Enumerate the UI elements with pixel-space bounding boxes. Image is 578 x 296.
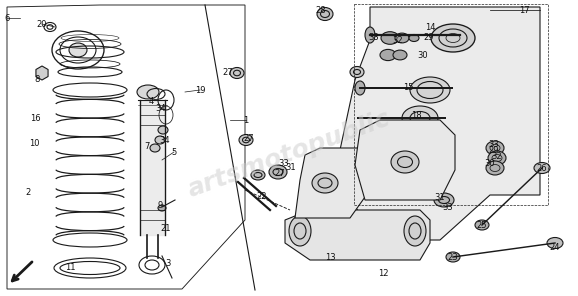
Text: 27: 27 xyxy=(223,67,234,76)
Ellipse shape xyxy=(137,85,159,99)
Text: 27: 27 xyxy=(244,133,254,142)
Ellipse shape xyxy=(395,33,409,43)
Ellipse shape xyxy=(158,126,168,134)
Text: 31: 31 xyxy=(435,192,445,202)
Text: 20: 20 xyxy=(37,20,47,28)
Ellipse shape xyxy=(402,106,438,130)
Polygon shape xyxy=(285,210,430,260)
Text: 25: 25 xyxy=(477,221,487,229)
Ellipse shape xyxy=(150,144,160,152)
Text: 22: 22 xyxy=(257,192,267,200)
Text: 33: 33 xyxy=(279,158,290,168)
Text: 7: 7 xyxy=(144,141,150,150)
Polygon shape xyxy=(340,7,540,240)
Text: 1: 1 xyxy=(243,115,249,125)
Text: 18: 18 xyxy=(411,110,421,120)
Text: 29: 29 xyxy=(489,146,499,155)
Text: 3: 3 xyxy=(165,258,171,268)
Text: 33: 33 xyxy=(443,202,453,212)
Ellipse shape xyxy=(488,151,506,165)
Text: 13: 13 xyxy=(325,253,335,263)
Text: 12: 12 xyxy=(378,268,388,278)
Text: 14: 14 xyxy=(425,22,435,31)
Text: 19: 19 xyxy=(195,86,205,94)
Text: 11: 11 xyxy=(65,263,75,271)
Ellipse shape xyxy=(350,67,364,78)
Text: 33: 33 xyxy=(488,139,499,149)
Ellipse shape xyxy=(239,134,253,146)
Text: 29: 29 xyxy=(424,33,434,41)
Text: 4: 4 xyxy=(149,96,154,105)
Text: 2: 2 xyxy=(25,187,31,197)
Text: 8: 8 xyxy=(34,75,40,83)
Text: 23: 23 xyxy=(448,252,458,261)
Text: 32: 32 xyxy=(492,152,502,160)
Ellipse shape xyxy=(409,35,419,41)
Ellipse shape xyxy=(269,165,287,179)
Text: 6: 6 xyxy=(4,14,10,22)
Ellipse shape xyxy=(158,205,166,211)
Text: 24: 24 xyxy=(550,242,560,252)
Text: 15: 15 xyxy=(403,83,413,91)
Ellipse shape xyxy=(155,136,165,144)
Text: 30: 30 xyxy=(418,51,428,59)
Ellipse shape xyxy=(251,170,265,180)
Ellipse shape xyxy=(486,141,504,155)
Ellipse shape xyxy=(404,216,426,246)
Ellipse shape xyxy=(393,50,407,60)
Ellipse shape xyxy=(434,193,454,207)
Text: 32: 32 xyxy=(392,36,403,44)
Ellipse shape xyxy=(230,67,244,78)
Text: 34: 34 xyxy=(160,136,171,144)
Ellipse shape xyxy=(355,81,365,95)
Polygon shape xyxy=(295,148,375,218)
Text: 27: 27 xyxy=(275,168,286,178)
Ellipse shape xyxy=(312,173,338,193)
Polygon shape xyxy=(355,120,455,200)
Ellipse shape xyxy=(380,49,396,61)
Ellipse shape xyxy=(534,163,550,173)
Ellipse shape xyxy=(69,43,87,57)
Text: 10: 10 xyxy=(29,139,39,147)
Text: 26: 26 xyxy=(537,163,547,173)
Ellipse shape xyxy=(431,24,475,52)
Ellipse shape xyxy=(365,27,375,43)
Text: 21: 21 xyxy=(161,223,171,232)
Text: 17: 17 xyxy=(518,6,529,15)
Text: 33: 33 xyxy=(369,33,379,41)
Text: 34: 34 xyxy=(155,104,166,112)
Text: 31: 31 xyxy=(286,163,297,171)
Ellipse shape xyxy=(289,216,311,246)
Text: 16: 16 xyxy=(29,113,40,123)
Ellipse shape xyxy=(317,7,333,20)
Ellipse shape xyxy=(381,32,399,44)
Ellipse shape xyxy=(547,237,563,249)
Text: 30: 30 xyxy=(485,158,495,168)
Text: 5: 5 xyxy=(171,147,177,157)
Text: 28: 28 xyxy=(316,6,327,15)
Ellipse shape xyxy=(410,77,450,103)
Text: 9: 9 xyxy=(157,200,162,210)
Ellipse shape xyxy=(391,151,419,173)
Ellipse shape xyxy=(475,220,489,230)
Ellipse shape xyxy=(446,252,460,262)
Text: artsmotopublic: artsmotopublic xyxy=(184,106,394,202)
Ellipse shape xyxy=(486,161,504,175)
